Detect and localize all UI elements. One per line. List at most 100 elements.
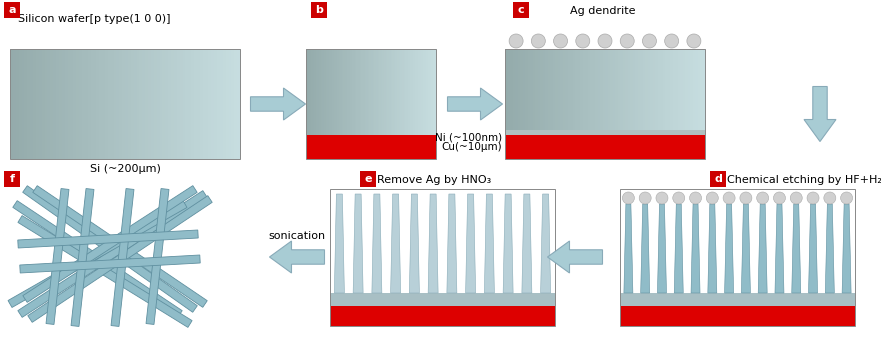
Bar <box>653 49 655 130</box>
Circle shape <box>774 192 786 204</box>
Bar <box>670 49 673 130</box>
Bar <box>116 49 120 159</box>
Bar <box>211 49 215 159</box>
Bar <box>366 49 368 135</box>
Text: Ag dendrite: Ag dendrite <box>570 6 635 16</box>
Bar <box>87 49 91 159</box>
Bar <box>405 49 407 135</box>
Bar <box>685 49 688 130</box>
Bar <box>588 49 590 130</box>
Bar <box>307 49 310 135</box>
Bar <box>381 49 383 135</box>
Bar <box>4 171 20 187</box>
Bar <box>25 49 27 159</box>
Bar <box>382 49 384 135</box>
Polygon shape <box>390 194 401 293</box>
Bar <box>352 49 353 135</box>
Bar <box>373 49 374 135</box>
Polygon shape <box>640 204 649 293</box>
Bar <box>48 49 51 159</box>
Bar <box>638 49 640 130</box>
Bar <box>330 306 555 326</box>
Bar <box>618 49 620 130</box>
Bar <box>396 49 397 135</box>
Bar <box>96 49 100 159</box>
Bar <box>660 49 663 130</box>
Bar <box>340 49 342 135</box>
Bar <box>552 49 556 130</box>
Text: Silicon wafer[p type(1 0 0)]: Silicon wafer[p type(1 0 0)] <box>18 14 171 24</box>
Circle shape <box>664 34 678 48</box>
Circle shape <box>740 192 751 204</box>
Bar <box>573 49 575 130</box>
Bar <box>180 49 183 159</box>
Bar <box>627 49 631 130</box>
Polygon shape <box>111 189 134 326</box>
Bar <box>139 49 143 159</box>
Bar <box>107 49 111 159</box>
Bar <box>505 49 705 159</box>
Text: sonication: sonication <box>269 231 326 241</box>
Bar <box>359 49 362 135</box>
Bar <box>409 49 411 135</box>
Polygon shape <box>775 204 784 293</box>
Bar <box>105 49 108 159</box>
Bar <box>217 49 220 159</box>
Circle shape <box>553 34 567 48</box>
Bar <box>93 49 97 159</box>
Bar <box>353 49 355 135</box>
Bar <box>355 49 357 135</box>
Bar <box>532 49 536 130</box>
Bar <box>645 49 648 130</box>
Bar <box>423 49 426 135</box>
Bar <box>214 49 218 159</box>
Bar <box>610 49 613 130</box>
Bar <box>522 49 525 130</box>
Bar <box>148 49 152 159</box>
Bar <box>330 49 332 135</box>
Polygon shape <box>447 194 457 293</box>
Polygon shape <box>8 201 187 308</box>
Polygon shape <box>23 186 197 302</box>
Bar <box>505 49 508 130</box>
Circle shape <box>640 192 651 204</box>
Polygon shape <box>503 194 513 293</box>
Bar <box>507 49 510 130</box>
Bar <box>374 49 376 135</box>
Bar <box>615 49 618 130</box>
Bar <box>560 49 563 130</box>
Bar <box>59 49 63 159</box>
Bar <box>421 49 424 135</box>
Bar <box>62 49 65 159</box>
Polygon shape <box>250 88 306 120</box>
Text: Chemical etching by HF+H₂O₂: Chemical etching by HF+H₂O₂ <box>727 175 881 185</box>
Bar <box>205 49 209 159</box>
Bar <box>194 49 197 159</box>
Bar <box>392 49 395 135</box>
Circle shape <box>707 192 718 204</box>
Bar <box>633 49 635 130</box>
Bar <box>407 49 409 135</box>
Bar <box>159 49 163 159</box>
Bar <box>620 306 855 326</box>
Polygon shape <box>28 196 212 322</box>
Bar <box>620 49 623 130</box>
Bar <box>430 49 432 135</box>
Bar <box>346 49 349 135</box>
Bar <box>525 49 528 130</box>
Bar <box>543 49 545 130</box>
Bar <box>433 49 435 135</box>
Bar <box>402 49 404 135</box>
Bar <box>39 49 42 159</box>
Bar <box>388 49 389 135</box>
Bar <box>128 49 131 159</box>
Bar <box>357 49 359 135</box>
Bar <box>119 49 122 159</box>
Bar <box>434 49 436 135</box>
Circle shape <box>622 192 634 204</box>
Polygon shape <box>18 216 192 327</box>
Text: c: c <box>518 5 524 15</box>
Bar <box>309 49 311 135</box>
Circle shape <box>620 34 634 48</box>
Bar <box>690 49 693 130</box>
